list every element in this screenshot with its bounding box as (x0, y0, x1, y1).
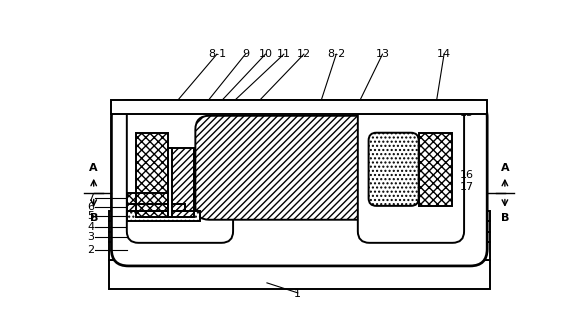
Bar (127, 193, 169, 204)
Bar (127, 211, 200, 221)
FancyBboxPatch shape (358, 100, 464, 243)
Text: 10: 10 (258, 49, 272, 59)
Text: 17: 17 (460, 182, 474, 192)
Bar (127, 211, 200, 221)
Bar (109, 232, 490, 242)
Text: 12: 12 (297, 49, 311, 59)
Bar (109, 211, 490, 221)
Text: 1: 1 (294, 289, 301, 299)
Text: 7: 7 (88, 193, 95, 203)
Bar (168, 148, 172, 217)
Bar (109, 260, 490, 289)
Bar (419, 133, 452, 206)
Text: 4: 4 (88, 222, 95, 232)
Text: B: B (89, 213, 98, 223)
Text: 9: 9 (242, 49, 249, 59)
Bar (127, 204, 185, 211)
FancyBboxPatch shape (196, 116, 403, 220)
Text: A: A (500, 163, 509, 173)
Text: 13: 13 (376, 49, 390, 59)
Bar (127, 204, 185, 211)
Text: 15: 15 (460, 109, 474, 119)
Bar (109, 221, 490, 232)
Text: A: A (89, 163, 98, 173)
Bar (112, 100, 487, 114)
Text: 8-1: 8-1 (208, 49, 226, 59)
Text: 6: 6 (88, 202, 95, 212)
Text: 3: 3 (88, 232, 95, 242)
FancyBboxPatch shape (112, 100, 487, 266)
Text: B: B (500, 213, 509, 223)
Bar (109, 242, 490, 260)
Text: 11: 11 (277, 49, 291, 59)
FancyBboxPatch shape (369, 133, 419, 206)
Text: 14: 14 (437, 49, 451, 59)
Text: 5: 5 (88, 211, 95, 221)
Text: 16: 16 (460, 170, 474, 180)
Text: 2: 2 (88, 245, 95, 255)
Bar (136, 133, 168, 217)
Bar (127, 193, 169, 204)
Bar (171, 148, 194, 217)
FancyBboxPatch shape (127, 100, 233, 243)
Text: 8-2: 8-2 (327, 49, 345, 59)
